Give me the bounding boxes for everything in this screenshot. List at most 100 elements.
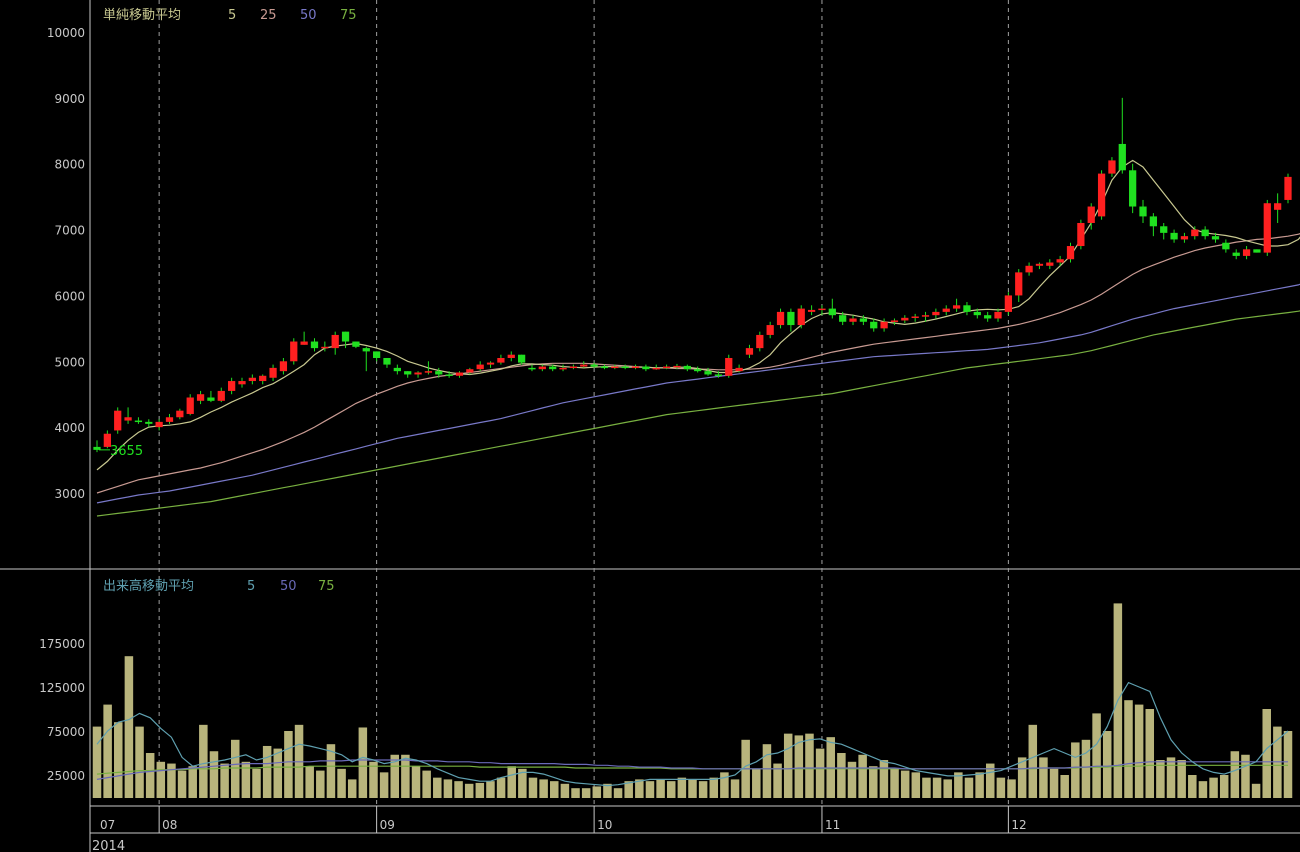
volume-bar [1071,742,1080,798]
volume-bar [124,656,134,798]
ma-line-5 [96,159,1300,471]
volume-bar [550,781,559,798]
candle [652,364,660,370]
candle-body [932,311,940,316]
volume-bar [560,783,570,798]
candle-body [528,367,536,370]
candle-body [238,381,246,385]
date-axis: 07 08 09 10 11 12 [100,806,1027,833]
volume-tick-label: 125000 [39,681,85,695]
candle-body [124,417,132,421]
volume-bar [954,772,963,798]
volume-bar [592,786,602,798]
candle [1108,157,1116,177]
volume-bar [900,770,910,798]
volume-bar [720,772,729,798]
candle [424,361,433,375]
candle [1274,193,1282,223]
volume-bar [379,772,389,798]
candle [1191,226,1199,240]
volume-bars [92,603,1293,798]
volume-bar [1230,751,1240,798]
month-label: 11 [825,818,840,832]
candle-body [1242,249,1251,256]
candle-body [600,366,609,369]
candle-body [1170,232,1178,240]
volume-legend-title: 出来高移動平均 [103,578,194,594]
month-label: 09 [380,818,395,832]
volume-bar [177,770,187,798]
volume-bar [316,770,325,798]
volume-bar [815,748,825,798]
candle-body [1139,206,1147,217]
candle [228,377,236,395]
volume-bar [1081,739,1091,798]
volume-bar [199,724,208,798]
candle-body [145,421,153,424]
volume-bar [209,751,219,798]
candle [559,364,567,372]
candle [1139,199,1147,223]
candle-body [694,369,702,372]
candle-body [1046,262,1054,266]
candle-body [849,318,857,322]
candle [373,351,381,362]
volume-bar [518,768,527,798]
volume-bar [284,731,293,798]
candle [259,374,267,385]
volume-bar [645,781,655,798]
candle-body [642,366,650,370]
volume-bar [1219,775,1229,798]
volume-bar [1251,783,1261,798]
volume-bar [1102,731,1112,798]
candle-body [662,366,671,369]
candle-body [1274,203,1282,210]
candle [383,357,391,368]
price-tick-label: 4000 [54,421,85,435]
volume-bar [603,783,612,798]
volume-bar [1134,704,1144,798]
candle-body [994,311,1002,319]
candle-body [290,341,298,362]
volume-bar [252,768,261,798]
candle-body [373,351,381,358]
candle [155,419,163,431]
candle-body [901,317,909,321]
volume-bar [985,763,995,798]
candle [714,371,723,378]
candle-body [269,367,277,378]
candle [787,308,795,332]
candle-body [1087,206,1095,223]
volume-bar [1209,777,1218,798]
candle-body [828,308,836,316]
volume-bar [103,704,112,798]
volume-bar [794,735,804,798]
candle-body [1129,170,1137,207]
candle-body [279,361,288,372]
candle [207,390,215,403]
candle [1232,249,1240,260]
candle-body [455,372,464,376]
volume-bar [156,761,166,798]
volume-bar [1188,775,1197,798]
volume-bar [1007,779,1016,798]
candle-body [787,311,795,326]
volume-bar [188,766,197,798]
candle [393,364,401,375]
candle [1035,262,1044,270]
volume-bar [837,753,846,798]
candle [186,394,194,416]
candle-body [1211,236,1220,240]
candle-body [683,365,691,370]
volume-tick-label: 75000 [47,725,85,739]
candle [963,302,971,316]
candle-body [590,364,598,367]
price-moving-averages [96,159,1300,517]
candle [818,305,826,316]
volume-bar [666,781,676,798]
candle [134,417,143,424]
candle [352,341,360,349]
candle-body [652,367,660,370]
candle-body [196,394,205,401]
candle-body [549,366,557,370]
